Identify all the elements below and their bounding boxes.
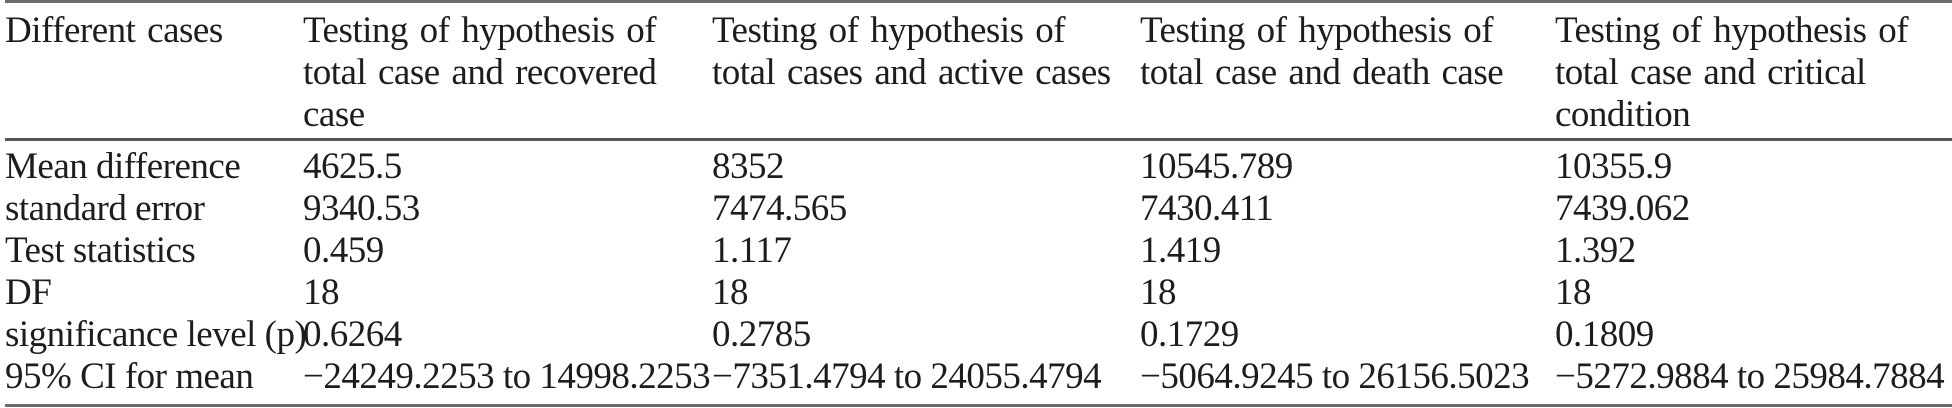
table-row-test-statistics: Test statistics 0.459 1.117 1.419 1.392 — [5, 230, 1952, 272]
table-row-significance-level: significance level (p) 0.6264 0.2785 0.1… — [5, 314, 1952, 356]
table-cell: 1.392 — [1555, 230, 1636, 271]
column-header-total-vs-critical: Testing of hypothesis of total case and … — [1555, 1, 1952, 141]
table-cell: 10355.9 — [1555, 146, 1672, 187]
table-cell: 0.459 — [303, 230, 384, 271]
column-header-total-vs-death: Testing of hypothesis of total case and … — [1140, 1, 1555, 141]
table-cell: 0.1809 — [1555, 314, 1654, 355]
table-cell: 9340.53 — [303, 188, 420, 229]
row-label-ci-for-mean: 95% CI for mean — [5, 356, 254, 397]
column-header-different-cases: Different cases — [5, 1, 303, 141]
column-header-total-vs-recovered: Testing of hypothesis of total case and … — [303, 1, 712, 141]
hypothesis-testing-table: Different cases Testing of hypothesis of… — [5, 0, 1952, 407]
column-header-total-vs-active: Testing of hypothesis of total cases and… — [712, 1, 1140, 141]
table-cell: 10545.789 — [1140, 146, 1293, 187]
table-cell: 18 — [1140, 272, 1177, 313]
table-cell: 7474.565 — [712, 188, 847, 229]
table-row-df: DF 18 18 18 18 — [5, 272, 1952, 314]
table-cell: 7439.062 — [1555, 188, 1690, 229]
table-cell: 8352 — [712, 146, 785, 187]
table-cell: −24249.2253 to 14998.2253 — [303, 356, 711, 397]
table-cell: 18 — [303, 272, 340, 313]
row-label-significance-level: significance level (p) — [5, 314, 307, 355]
table-header-row: Different cases Testing of hypothesis of… — [5, 1, 1952, 141]
table-cell: 0.2785 — [712, 314, 811, 355]
table-cell: 4625.5 — [303, 146, 402, 187]
table-cell: −5272.9884 to 25984.7884 — [1555, 356, 1945, 397]
table-cell: 0.1729 — [1140, 314, 1239, 355]
table-cell: 0.6264 — [303, 314, 402, 355]
table-cell: 18 — [712, 272, 749, 313]
table-row-ci-for-mean: 95% CI for mean −24249.2253 to 14998.225… — [5, 356, 1952, 406]
table-row-mean-difference: Mean difference 4625.5 8352 10545.789 10… — [5, 140, 1952, 189]
row-label-test-statistics: Test statistics — [5, 230, 196, 271]
table-cell: −7351.4794 to 24055.4794 — [712, 356, 1102, 397]
row-label-df: DF — [5, 272, 52, 313]
table-cell: 7430.411 — [1140, 188, 1274, 229]
table-cell: 1.419 — [1140, 230, 1221, 271]
table-cell: 18 — [1555, 272, 1592, 313]
table-cell: 1.117 — [712, 230, 792, 271]
row-label-standard-error: standard error — [5, 188, 205, 229]
table-row-standard-error: standard error 9340.53 7474.565 7430.411… — [5, 188, 1952, 230]
table-cell: −5064.9245 to 26156.5023 — [1140, 356, 1530, 397]
row-label-mean-difference: Mean difference — [5, 146, 241, 187]
